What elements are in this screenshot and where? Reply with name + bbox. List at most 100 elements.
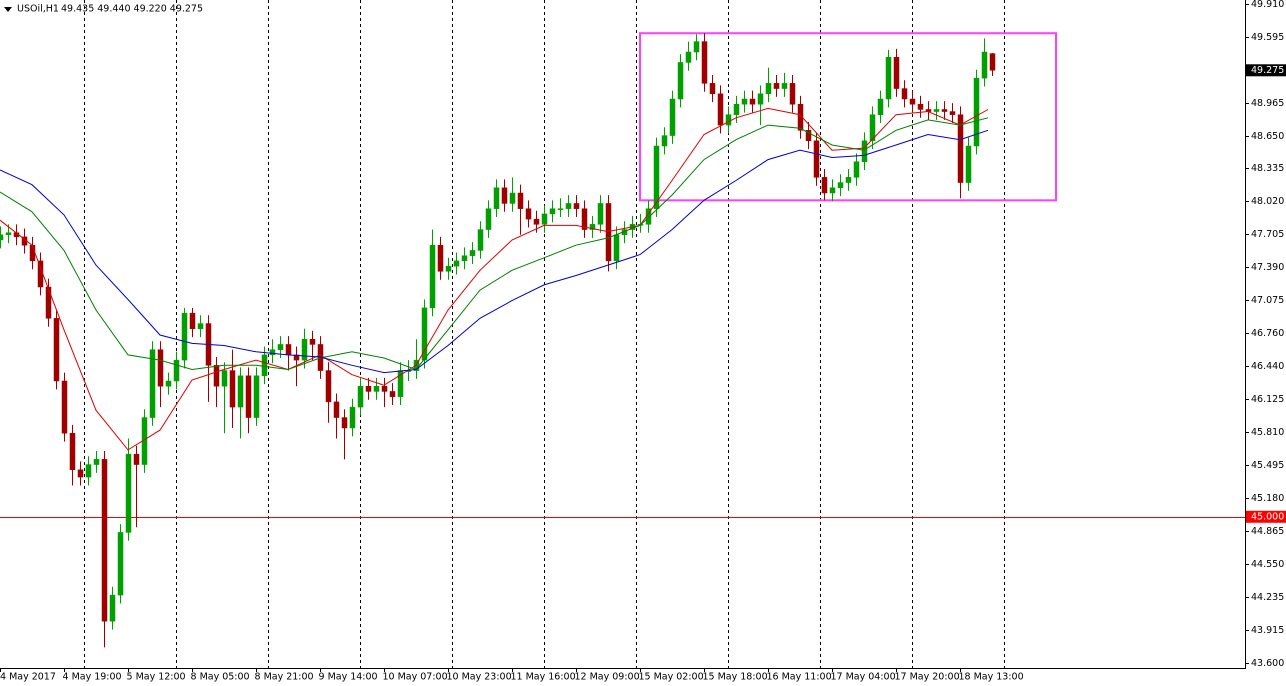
candle-body xyxy=(501,187,508,204)
y-tick-label: 48.335 xyxy=(1251,163,1284,174)
x-tick-label: 10 May 07:00 xyxy=(383,672,448,683)
menu-icon[interactable] xyxy=(4,7,12,12)
candle-body xyxy=(149,349,156,418)
y-tick-label: 45.810 xyxy=(1251,427,1284,438)
y-tick-label: 44.235 xyxy=(1251,592,1284,603)
candle-body xyxy=(469,250,476,256)
candle-body xyxy=(861,140,868,162)
x-tick-label: 18 May 13:00 xyxy=(959,672,1024,683)
candle-body xyxy=(61,380,68,434)
candle-body xyxy=(117,532,124,596)
candle-body xyxy=(805,130,812,142)
candle-body xyxy=(373,385,380,392)
y-tick-label: 48.650 xyxy=(1251,131,1284,142)
candle-body xyxy=(93,459,100,465)
candle-body xyxy=(949,111,956,115)
candle-body xyxy=(789,83,796,105)
candle-body xyxy=(837,182,844,189)
hline-label: 45.000 xyxy=(1251,511,1284,522)
candle-body xyxy=(533,218,540,225)
candle-body xyxy=(917,103,924,110)
candle-body xyxy=(685,51,692,63)
candle-body xyxy=(157,349,164,387)
y-tick-label: 47.075 xyxy=(1251,295,1284,306)
candle-body xyxy=(829,187,836,194)
candle-body xyxy=(541,213,548,225)
candle-body xyxy=(133,453,140,465)
candle-body xyxy=(45,286,52,319)
y-tick-label: 44.865 xyxy=(1251,526,1284,537)
range-rectangle xyxy=(639,32,1057,202)
x-tick-label: 4 May 2017 xyxy=(0,672,56,683)
y-tick-label: 49.595 xyxy=(1251,32,1284,43)
candle-body xyxy=(757,93,764,105)
x-tick-label: 17 May 20:00 xyxy=(895,672,960,683)
candle-body xyxy=(549,208,556,215)
x-tick-label: 15 May 18:00 xyxy=(703,672,768,683)
candle-body xyxy=(741,98,748,105)
y-tick-label: 47.390 xyxy=(1251,262,1284,273)
candle-body xyxy=(613,234,620,262)
y-tick-label: 44.550 xyxy=(1251,559,1284,570)
candle-body xyxy=(269,349,276,356)
y-tick-label: 46.440 xyxy=(1251,361,1284,372)
x-tick-label: 5 May 12:00 xyxy=(127,672,186,683)
candle-body xyxy=(445,265,452,272)
candle-body xyxy=(597,203,604,225)
candle-body xyxy=(493,187,500,209)
candle-body xyxy=(189,312,196,330)
candle-body xyxy=(165,380,172,387)
y-tick-label: 45.180 xyxy=(1251,493,1284,504)
candle-body xyxy=(893,56,900,89)
moving-average xyxy=(0,129,989,374)
candle-body xyxy=(197,323,204,330)
candle-body xyxy=(653,145,660,209)
candle-body xyxy=(989,53,996,71)
chart-title: USOil,H1 xyxy=(17,4,59,15)
candle-body xyxy=(429,244,436,309)
x-tick-label: 4 May 19:00 xyxy=(63,672,122,683)
candle-body xyxy=(749,98,756,105)
candle-body xyxy=(285,344,292,356)
candle-body xyxy=(581,208,588,230)
candle-body xyxy=(765,83,772,95)
x-tick-label: 16 May 11:00 xyxy=(767,672,832,683)
candle-body xyxy=(181,312,188,361)
candle-body xyxy=(229,370,236,408)
moving-average xyxy=(0,107,989,451)
x-tick-label: 12 May 09:00 xyxy=(575,672,640,683)
candle-body xyxy=(245,375,252,418)
candle-body xyxy=(677,62,684,100)
candle-body xyxy=(717,93,724,126)
candle-body xyxy=(589,224,596,230)
candle-body xyxy=(781,83,788,89)
candle-body xyxy=(309,338,316,345)
candle-body xyxy=(565,203,572,209)
moving-average xyxy=(0,117,989,371)
candle-body xyxy=(693,41,700,53)
candle-body xyxy=(845,177,852,183)
y-tick-label: 45.495 xyxy=(1251,460,1284,471)
y-tick-label: 46.760 xyxy=(1251,328,1284,339)
candle-body xyxy=(421,307,428,361)
last-price-label: 49.275 xyxy=(1251,65,1284,76)
candle-body xyxy=(885,56,892,100)
x-tick-label: 17 May 04:00 xyxy=(831,672,896,683)
last-price-box xyxy=(1246,64,1286,77)
candle-body xyxy=(53,318,60,382)
candle-body xyxy=(557,208,564,210)
candle-body xyxy=(669,98,676,136)
candle-body xyxy=(5,232,12,236)
candle-body xyxy=(725,114,732,126)
candle-body xyxy=(213,365,220,387)
candle-body xyxy=(957,114,964,183)
x-tick-label: 11 May 16:00 xyxy=(511,672,576,683)
candle-body xyxy=(813,140,820,178)
candle-body xyxy=(709,83,716,95)
candle-body xyxy=(733,103,740,115)
candle-body xyxy=(605,203,612,262)
candle-body xyxy=(333,401,340,418)
candle-body xyxy=(261,354,268,377)
